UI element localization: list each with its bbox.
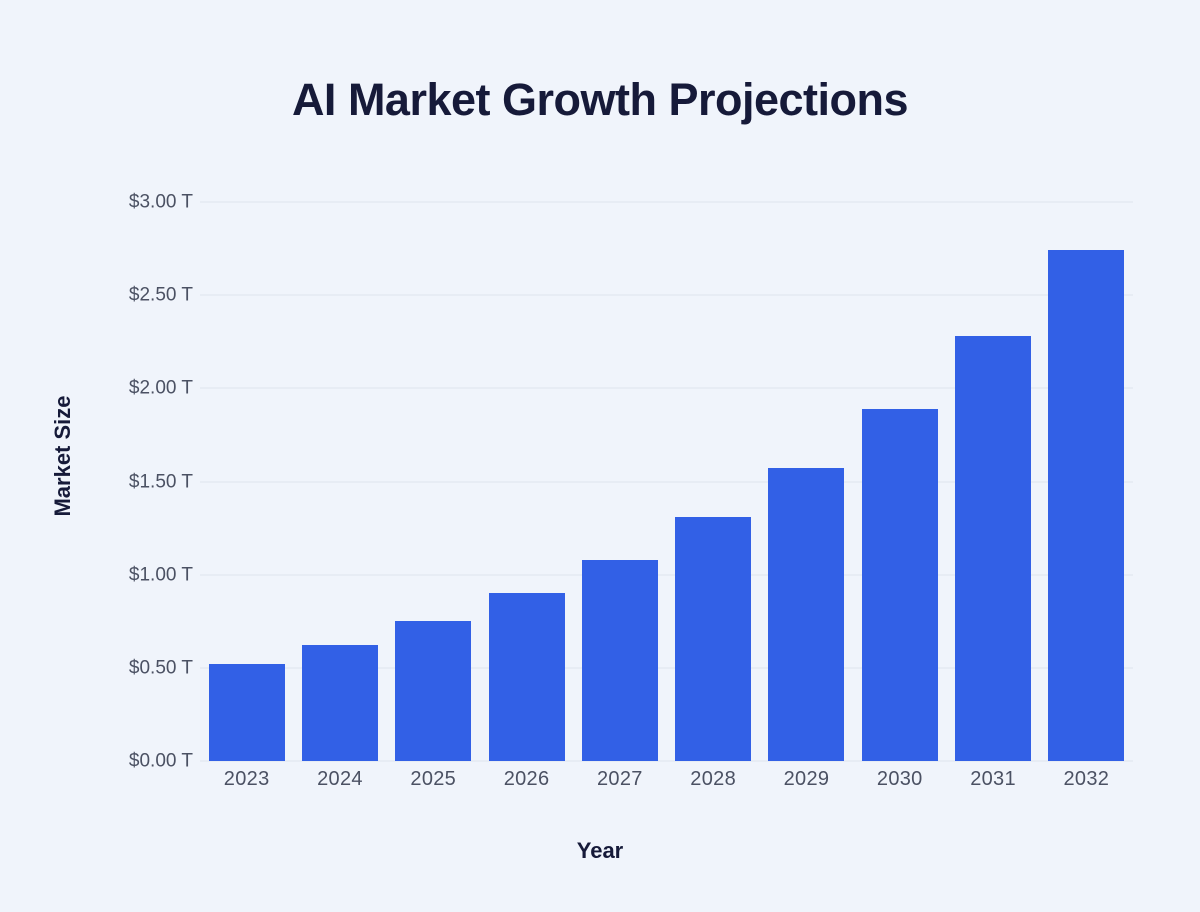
gridline: [200, 573, 1133, 576]
x-tick-label: 2025: [410, 768, 457, 790]
y-tick-label: $3.00 T: [128, 191, 193, 213]
x-tick-label: 2028: [690, 768, 736, 790]
x-tick-label: 2029: [783, 768, 830, 790]
bar-2027: [581, 559, 658, 761]
x-tick-label: 2027: [596, 768, 643, 790]
y-axis-tick-labels: $0.00 T $0.50 T $1.00 T $1.50 T $2.00 T $2.50…: [0, 193, 193, 771]
y-tick-label: $2.00 T: [128, 377, 193, 399]
x-tick-label: 2026: [503, 768, 550, 790]
x-tick-label: 2023: [223, 768, 270, 790]
gridline: [200, 387, 1133, 390]
x-axis-title: Year: [576, 838, 624, 863]
bar-2030: [861, 408, 938, 761]
x-tick-label: 2024: [317, 768, 363, 790]
bar-2025: [395, 621, 472, 761]
x-tick-label: 2031: [970, 768, 1016, 790]
plot-area: [200, 201, 1133, 762]
y-tick-label: $0.50 T: [128, 657, 193, 679]
gridline: [200, 201, 1133, 203]
y-tick-label: $1.50 T: [128, 471, 193, 492]
bar-2029: [768, 468, 845, 761]
gridline: [200, 760, 1133, 762]
x-tick-label: 2032: [1063, 768, 1110, 790]
chart-title: AI Market Growth Projections: [291, 74, 909, 125]
y-tick-label: $1.00 T: [128, 564, 193, 586]
gridline: [200, 666, 1133, 669]
gridline: [200, 294, 1133, 297]
bar-2024: [301, 645, 378, 761]
y-tick-label: $2.50 T: [128, 284, 193, 306]
gridline: [200, 480, 1133, 483]
bar-2026: [488, 593, 565, 761]
x-tick-label: 2030: [876, 768, 923, 790]
y-tick-label: $0.00 T: [128, 750, 193, 772]
bar-2028: [675, 516, 752, 761]
bar-2032: [1048, 250, 1125, 761]
x-axis-tick-labels: 2023 2024 2025 2026 2027 2028 2029 2030 2031 2032: [200, 766, 1133, 792]
bar-2031: [955, 336, 1032, 761]
bar-2023: [208, 664, 285, 761]
